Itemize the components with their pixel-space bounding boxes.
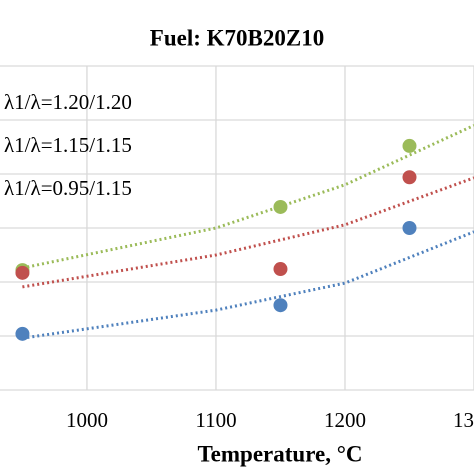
- data-point: [402, 221, 417, 235]
- x-tick-label: 1200: [324, 408, 366, 432]
- data-point: [15, 326, 30, 341]
- legend-label: λ1/λ=1.20/1.20: [4, 90, 132, 114]
- data-point: [402, 170, 417, 185]
- trend-line: [22, 230, 474, 340]
- x-tick-label: 1100: [195, 408, 236, 432]
- x-tick-label: 1000: [66, 408, 108, 432]
- chart-title: Fuel: K70B20Z10: [150, 25, 324, 50]
- legend-label: λ1/λ=1.15/1.15: [4, 133, 132, 157]
- data-point: [273, 262, 288, 277]
- data-point: [402, 138, 417, 153]
- x-axis-label: Temperature, °C: [197, 441, 362, 466]
- data-point: [15, 265, 30, 280]
- data-point: [273, 199, 288, 214]
- legend-label: λ1/λ=0.95/1.15: [4, 176, 132, 200]
- x-tick-label: 1300: [453, 408, 474, 432]
- data-point: [273, 298, 288, 313]
